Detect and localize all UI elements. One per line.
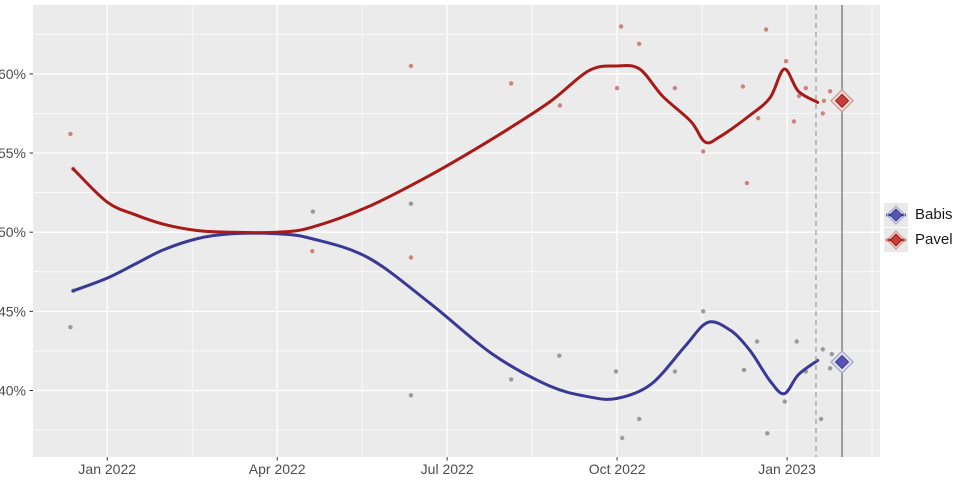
trend-line-babis: [71, 231, 820, 401]
x-tick-label: Jul 2022: [421, 461, 474, 477]
legend-label-babis: Babis: [915, 206, 953, 223]
axis-ticks: 40% 45% 50% 55% 60% Jan 2022 Apr 2022 Jul 2022 O…: [0, 66, 816, 477]
minor-gridlines: [33, 5, 880, 457]
y-tick-label: 40%: [0, 383, 26, 399]
pavel-diamond-icon: [884, 228, 908, 252]
trend-line-pavel: [71, 64, 820, 235]
x-tick-label: Jan 2022: [78, 461, 136, 477]
y-tick-label: 50%: [0, 224, 26, 240]
legend-item-pavel[interactable]: Pavel: [884, 228, 953, 252]
x-tick-label: Apr 2022: [249, 461, 306, 477]
scatter-points-pavel: [68, 24, 833, 260]
legend: Babis Pavel: [884, 203, 953, 252]
x-tick-label: Jan 2023: [758, 461, 816, 477]
final-marker-pavel: [830, 88, 854, 113]
y-tick-label: 55%: [0, 145, 26, 161]
plot-panel: [33, 5, 880, 457]
legend-item-babis[interactable]: Babis: [884, 203, 953, 227]
legend-label-pavel: Pavel: [915, 231, 953, 248]
x-tick-label: Oct 2022: [589, 461, 646, 477]
final-marker-babis: [830, 350, 854, 374]
babis-diamond-icon: [884, 203, 908, 227]
y-tick-label: 45%: [0, 303, 26, 319]
y-tick-label: 60%: [0, 66, 26, 82]
